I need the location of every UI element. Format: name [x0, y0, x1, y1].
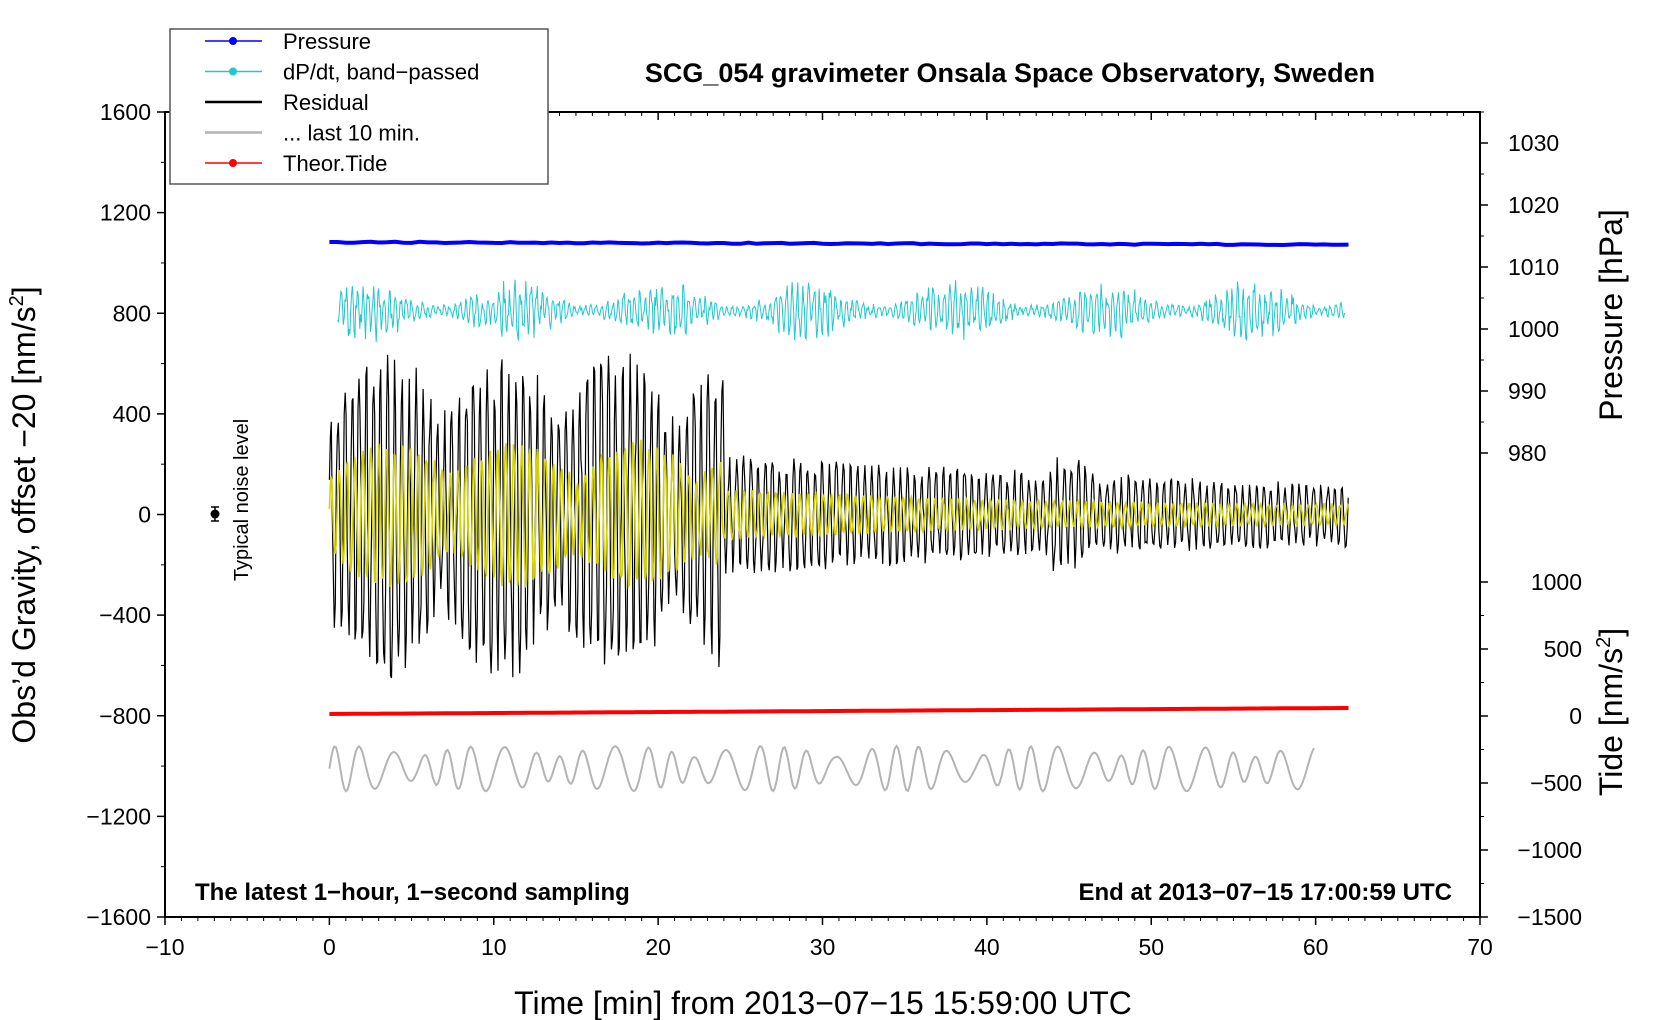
series-pressure-line [329, 239, 1349, 248]
y-axis-label-left-sup: 2 [6, 295, 28, 306]
pressure-tick-label: 1010 [1508, 254, 1559, 280]
y-tick-label: −400 [99, 602, 151, 628]
noise-point [210, 509, 220, 519]
svg-text:Typical noise level: Typical noise level [231, 419, 253, 581]
y-axis-label-pressure: Pressure [hPa] [1593, 209, 1629, 421]
y-tick-label: 1600 [100, 99, 151, 125]
y-axis-label-tide-text: Tide [nm/s [1593, 648, 1629, 796]
annotation-left: The latest 1−hour, 1−second sampling [195, 879, 630, 906]
series-layer [328, 239, 1350, 793]
x-tick-label: 0 [323, 934, 336, 960]
x-tick-labels: −10 0 10 20 30 40 50 60 70 [145, 934, 1492, 960]
svg-text:Obs’d Gravity, offset −20 [nm/: Obs’d Gravity, offset −20 [nm/s2] [6, 286, 42, 743]
y-axis-label-tide-sup: 2 [1593, 637, 1615, 648]
x-tick-label: 70 [1467, 934, 1493, 960]
pressure-tick-label: 990 [1508, 378, 1546, 404]
y-tick-label: −800 [99, 703, 151, 729]
x-axis-label: Time [min] from 2013−07−15 15:59:00 UTC [514, 985, 1132, 1020]
pressure-tick-label: 1030 [1508, 130, 1559, 156]
y-tick-label: 1200 [100, 200, 151, 226]
pressure-tick-label: 980 [1508, 440, 1546, 466]
x-tick-label: 50 [1138, 934, 1164, 960]
tide-tick-label: −500 [1530, 770, 1582, 796]
svg-text:Pressure [hPa]: Pressure [hPa] [1593, 209, 1629, 421]
svg-text:Tide [nm/s2]: Tide [nm/s2] [1593, 628, 1629, 796]
y-tick-labels: 1600 1200 800 400 0 −400 −800 −1200 −1600 [86, 99, 151, 930]
legend-box [169, 28, 549, 185]
legend: Pressure dP/dt, band−passed Residual ... la… [169, 28, 549, 185]
y-tick-label: 800 [113, 300, 151, 326]
legend-label: Theor.Tide [283, 151, 387, 176]
series-tide-line [329, 706, 1349, 716]
pressure-tick-label: 1020 [1508, 192, 1559, 218]
x-tick-label: 20 [645, 934, 671, 960]
x-tick-label: 40 [974, 934, 1000, 960]
y-tick-label: 400 [113, 401, 151, 427]
series-residual-line [328, 353, 1349, 679]
y-axis-label-tide: Tide [nm/s2] [1593, 628, 1629, 796]
series-dpdt-line [337, 279, 1346, 343]
y-tick-label: −1600 [86, 904, 151, 930]
tide-tick-label: 0 [1569, 703, 1582, 729]
x-tick-label: 60 [1303, 934, 1329, 960]
x-tick-label: 30 [810, 934, 836, 960]
y-axis-label-left-close: ] [6, 286, 42, 295]
chart-title: SCG_054 gravimeter Onsala Space Observat… [645, 58, 1375, 88]
series-last10min-line [328, 744, 1315, 793]
legend-entry: Residual [205, 90, 369, 115]
annotation-right: End at 2013−07−15 17:00:59 UTC [1078, 879, 1452, 906]
y-tick-label: 0 [138, 502, 151, 528]
noise-label: Typical noise level [231, 419, 253, 581]
legend-swatch-marker [229, 37, 237, 45]
legend-entry: Theor.Tide [205, 151, 387, 176]
x-tick-label: −10 [145, 934, 184, 960]
pressure-tick-label: 1000 [1508, 316, 1559, 342]
series-bandpassed-residual-line [328, 439, 1350, 590]
legend-swatch-marker [229, 159, 237, 167]
y-axis-label-tide-close: ] [1593, 628, 1629, 637]
y-axis-label-left: Obs’d Gravity, offset −20 [nm/s2] [6, 286, 42, 743]
legend-entry: ... last 10 min. [205, 121, 420, 146]
tide-tick-label: 1000 [1531, 569, 1582, 595]
tide-tick-label: −1500 [1517, 904, 1582, 930]
legend-label: ... last 10 min. [283, 121, 420, 146]
tide-tick-label: −1000 [1517, 837, 1582, 863]
tide-tick-label: 500 [1544, 636, 1582, 662]
x-tick-label: 10 [481, 934, 507, 960]
legend-label: Residual [283, 90, 369, 115]
legend-label: dP/dt, band−passed [283, 60, 479, 85]
y-tick-label: −1200 [86, 803, 151, 829]
legend-entry: Pressure [205, 29, 371, 54]
noise-level-marker [210, 506, 220, 522]
legend-entry: dP/dt, band−passed [205, 60, 479, 85]
pressure-tick-labels: 1030 1020 1010 1000 990 980 [1508, 130, 1559, 466]
legend-swatch-marker [229, 67, 237, 76]
legend-label: Pressure [283, 29, 371, 54]
y-axis-label-left-text: Obs’d Gravity, offset −20 [nm/s [6, 306, 42, 743]
tide-tick-labels: 1000 500 0 −500 −1000 −1500 [1517, 569, 1582, 930]
